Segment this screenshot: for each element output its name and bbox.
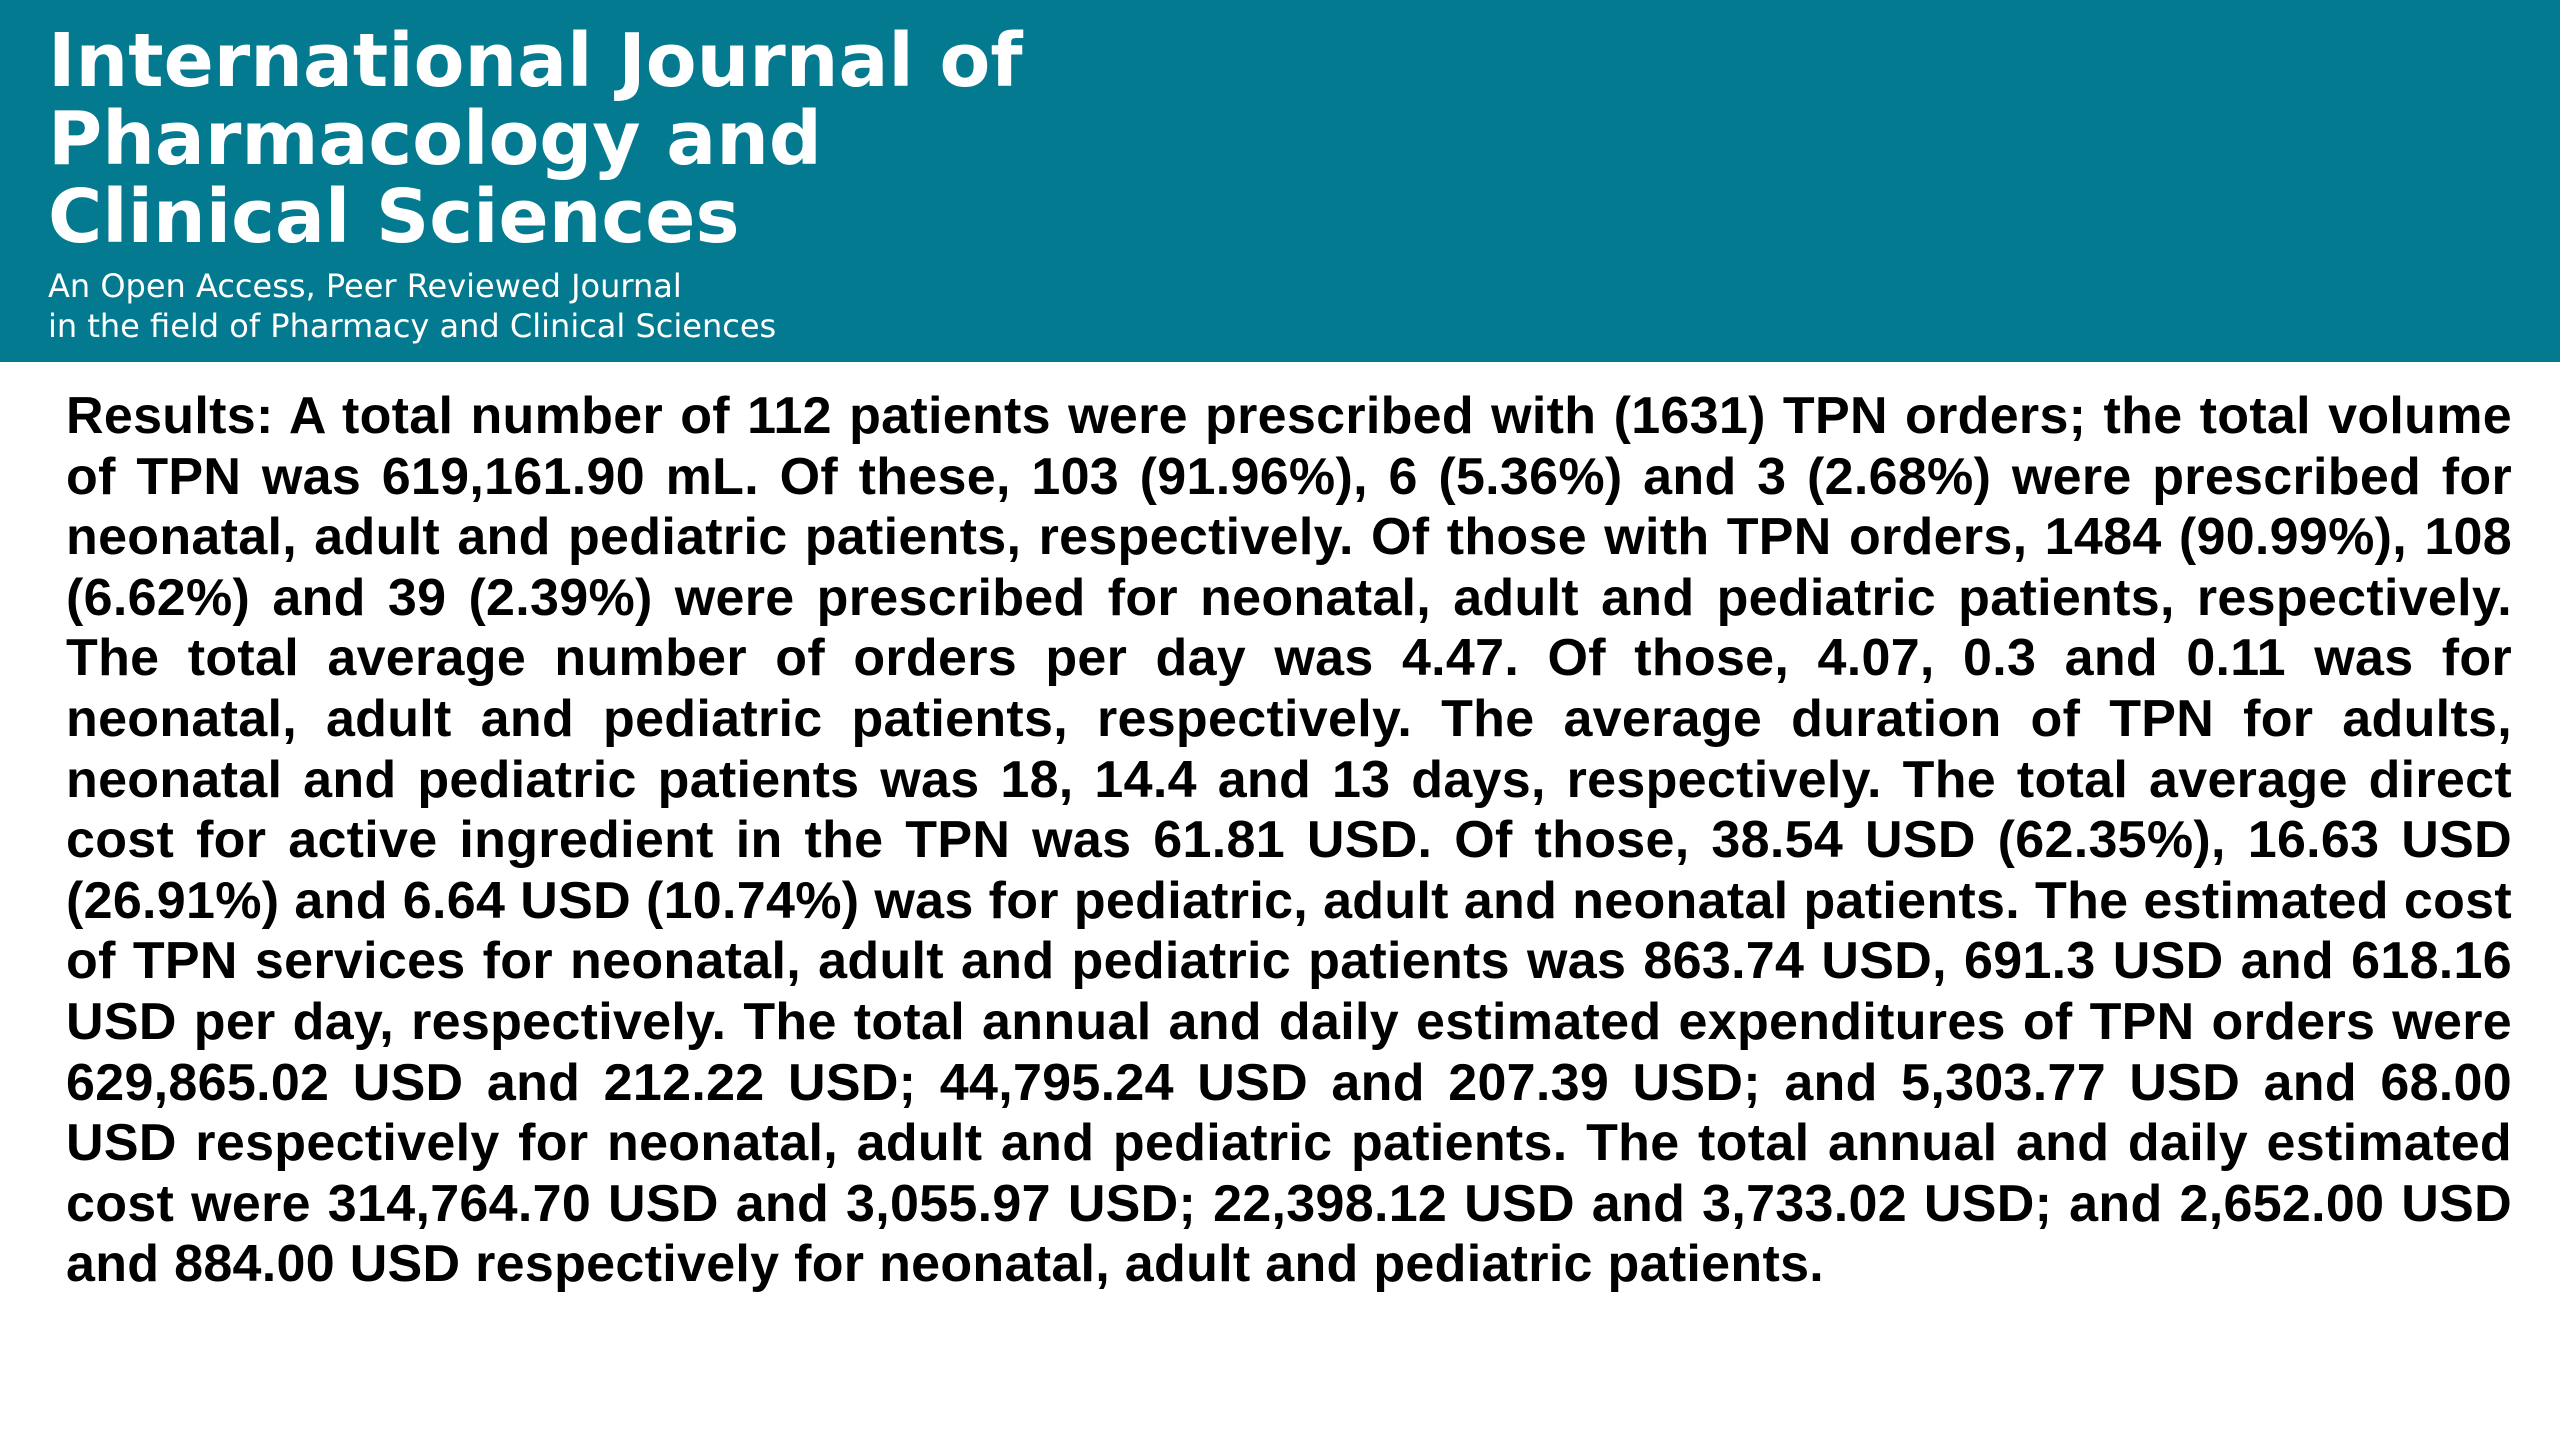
results-label: Results: [66, 387, 274, 445]
journal-title-line-3: Clinical Sciences [48, 174, 740, 260]
journal-tagline-line-1: An Open Access, Peer Reviewed Journal [48, 267, 682, 305]
journal-tagline: An Open Access, Peer Reviewed Journal in… [48, 266, 2560, 346]
results-text: A total number of 112 patients were pres… [66, 387, 2512, 1294]
journal-banner: International Journal of Pharmacology an… [0, 0, 2560, 362]
journal-title-line-2: Pharmacology and [48, 96, 822, 182]
journal-title: International Journal of Pharmacology an… [48, 22, 2560, 256]
journal-title-line-1: International Journal of [48, 18, 1023, 104]
journal-tagline-line-2: in the field of Pharmacy and Clinical Sc… [48, 307, 777, 345]
results-paragraph: Results: A total number of 112 patients … [66, 386, 2512, 1295]
